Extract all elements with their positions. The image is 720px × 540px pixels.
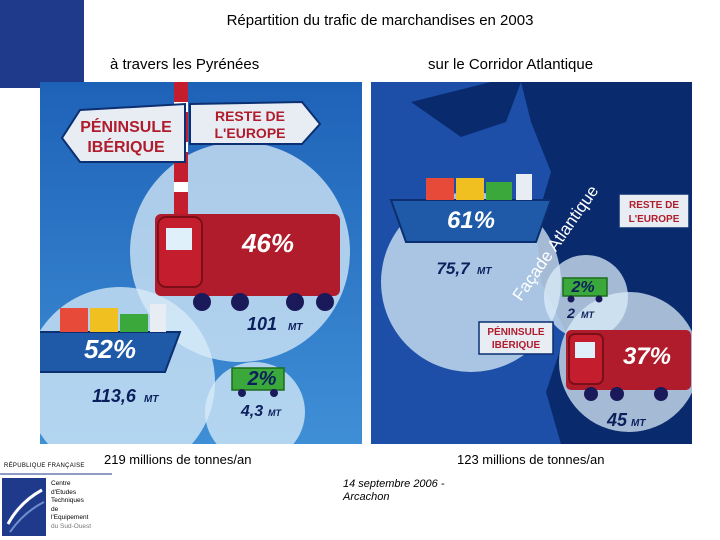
truck-unit: MT: [631, 418, 646, 429]
ship-tonnage: 113,6: [92, 386, 137, 406]
organization-name: Centre d'Etudes Techniques de l'Equipeme…: [51, 480, 91, 531]
train-percentage: 2%: [247, 368, 277, 390]
sign-iberia-line2: IBÉRIQUE: [492, 338, 541, 351]
org-line: de: [51, 505, 59, 513]
truck-icon: [155, 214, 340, 311]
sign-europe: [618, 193, 690, 229]
train-tonnage: 4,3: [240, 403, 263, 420]
train-tonnage: 2: [566, 305, 575, 321]
org-line: d'Etudes: [51, 488, 77, 496]
org-region: du Sud-Ouest: [51, 522, 92, 530]
org-line: Techniques: [51, 497, 84, 504]
sign-europe: [189, 100, 322, 145]
truck-unit: MT: [288, 322, 303, 333]
truck-percentage: 46%: [241, 228, 294, 258]
left-total: 219 millions de tonnes/an: [104, 452, 252, 467]
train-unit: MT: [581, 310, 595, 320]
truck-percentage: 37%: [623, 343, 671, 370]
org-line: Centre: [51, 480, 71, 487]
side-bar: [0, 0, 84, 88]
land-north: [411, 82, 521, 137]
sign-europe-line2: L'EUROPE: [214, 125, 285, 141]
right-subtitle: sur le Corridor Atlantique: [428, 56, 594, 73]
ship-percentage: 61%: [447, 207, 495, 234]
org-line: l'Equipement: [51, 514, 89, 521]
right-total: 123 millions de tonnes/an: [457, 452, 605, 467]
ship-icon: [40, 304, 182, 373]
post-stripe: [174, 182, 188, 192]
train-icon: [231, 367, 285, 397]
logo-swoosh-icon: [6, 488, 43, 525]
train-percentage: 2%: [570, 279, 594, 296]
train-icon: [562, 277, 608, 303]
location-line: Arcachon: [343, 491, 390, 503]
sign-europe-line1: RESTE DE: [629, 200, 679, 211]
truck-tonnage: 45: [606, 410, 628, 430]
ministry-logo: [0, 473, 112, 536]
sign-iberia-line1: PÉNINSULE: [80, 117, 172, 136]
train-unit: MT: [268, 408, 282, 418]
pyrenees-svg: PÉNINSULE IBÉRIQUE RESTE DE L'EUROPE 46%…: [40, 82, 362, 444]
sign-iberia: [478, 321, 554, 355]
truck-icon: [566, 330, 691, 401]
ship-tonnage: 75,7: [436, 259, 471, 278]
ship-percentage: 52%: [84, 334, 136, 364]
atlantic-corridor-illustration: Façade Atlantique 61% 75,7 MT RESTE DE L…: [371, 82, 692, 444]
sign-iberia-line1: PÉNINSULE: [487, 325, 545, 338]
date-line: 14 septembre 2006 -: [343, 478, 445, 490]
sign-iberia-line2: IBÉRIQUE: [87, 137, 165, 156]
left-subtitle: à travers les Pyrénées: [110, 56, 260, 73]
republic-label: RÉPUBLIQUE FRANÇAISE: [4, 463, 85, 469]
truck-tonnage: 101: [247, 314, 277, 334]
logo-block: [2, 478, 46, 536]
sign-europe-line2: L'EUROPE: [629, 214, 680, 225]
sign-iberia: [60, 102, 186, 163]
ship-unit: MT: [144, 394, 159, 405]
event-date: 14 septembre 2006 - Arcachon: [343, 478, 445, 504]
page-title: Répartition du trafic de marchandises en…: [226, 12, 534, 29]
pyrenees-illustration: PÉNINSULE IBÉRIQUE RESTE DE L'EUROPE 46%…: [40, 82, 362, 444]
ship-icon: [389, 174, 553, 243]
atlantic-svg: Façade Atlantique 61% 75,7 MT RESTE DE L…: [371, 82, 692, 444]
sign-europe-line1: RESTE DE: [215, 108, 285, 124]
ship-unit: MT: [477, 266, 492, 277]
